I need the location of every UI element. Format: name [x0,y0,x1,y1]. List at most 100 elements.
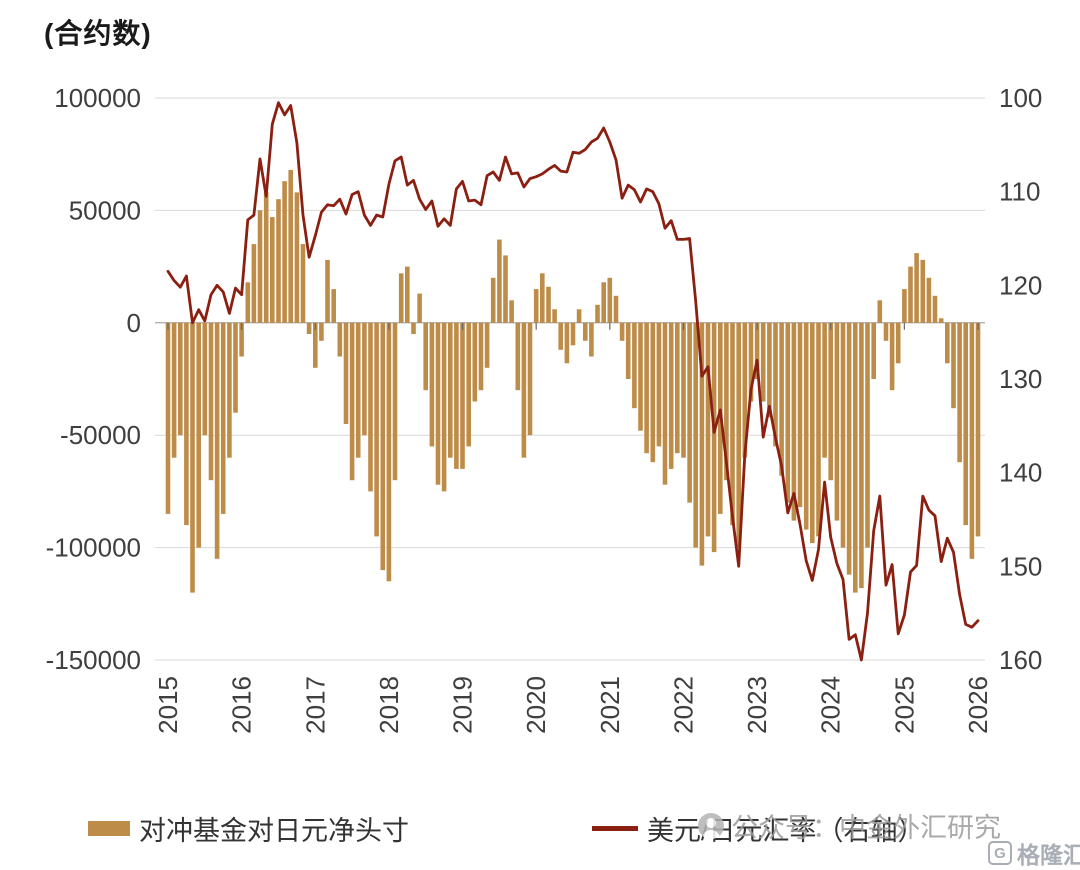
net-position-bar [362,322,367,436]
wechat-account-avatar-icon [698,812,724,839]
net-position-bar [730,322,735,526]
net-position-bar [558,322,563,350]
net-position-bar [490,277,496,323]
right-axis-tick-label: 140 [999,458,1042,488]
net-position-bar [239,322,244,357]
net-position-bar [607,277,613,323]
legend-item-net-position: 对冲基金对日元净头寸 [88,810,409,846]
net-position-bar [687,322,692,503]
net-position-bar [871,322,876,379]
net-position-bar [386,322,392,582]
net-position-bar [368,322,373,492]
net-position-bar [398,273,404,323]
net-position-bar [895,322,901,364]
net-position-bar [785,322,791,503]
net-position-bar [644,322,649,454]
x-axis-tick-label: 2021 [595,676,625,734]
x-axis-tick-label: 2022 [668,676,698,734]
net-position-bar [632,322,637,409]
net-position-bar [405,266,410,323]
gelonghui-g-icon: G [988,841,1012,865]
net-position-bar [711,322,717,553]
net-position-bar [288,169,293,323]
net-position-bar [454,322,459,469]
net-position-bar [448,322,453,458]
net-position-bar [392,322,398,481]
net-position-bar [441,322,447,492]
net-position-bar [797,322,803,508]
net-position-bar [325,259,330,323]
combo-chart: 100000 50000 0 -50000 -100000 -150000 100 110 12… [46,83,1043,734]
net-position-bar [736,322,741,548]
net-position-bar [343,322,349,424]
net-position-bar [337,322,343,357]
net-position-bar [705,322,711,537]
net-position-bar [693,322,698,548]
net-position-bar [583,322,588,341]
x-axis-tick-label: 2025 [889,676,919,734]
gelonghui-logo: G 格隆汇 [988,836,1080,870]
net-position-bar [466,322,471,447]
net-position-bar [859,322,864,589]
net-position-bar [214,322,220,559]
net-position-bar [196,322,201,548]
net-position-bar [270,217,275,323]
net-position-bar [638,322,643,431]
person-icon [706,817,716,828]
net-position-bar [589,322,594,357]
net-position-bar [227,322,232,458]
net-position-bar [294,192,300,323]
net-position-bar [957,322,962,463]
net-position-bar [803,322,809,530]
net-position-bar [349,322,355,481]
net-position-bar [355,322,361,458]
net-position-bar [503,255,508,323]
net-position-bar [613,295,619,323]
net-position-bar [564,322,570,364]
net-position-bar [208,322,214,481]
chart-legend: 对冲基金对日元净头寸 美元/日元汇率（右轴） [0,810,1080,854]
net-position-bar [656,322,662,447]
net-position-bar [165,322,171,514]
x-axis-tick-label: 2026 [963,676,993,734]
x-axis-tick-label: 2015 [153,676,183,734]
net-position-bar [276,199,281,323]
net-position-bar [877,300,883,323]
right-axis-tick-label: 150 [999,551,1042,581]
net-position-bar [920,259,926,323]
net-position-bar [963,322,968,526]
net-position-bar [840,322,846,548]
left-axis-tick-label: 50000 [69,195,141,225]
net-position-bar [380,322,386,571]
bar-series-swatch [88,820,130,836]
net-position-bar [619,322,625,341]
net-position-bar [435,322,441,485]
net-position-bar [662,322,668,485]
left-axis-tick-label: -150000 [46,645,141,675]
net-position-bar [374,322,379,537]
net-position-bar [509,300,514,323]
net-position-bar [742,322,748,458]
net-position-bar [767,322,772,418]
net-position-bar [171,322,177,458]
net-position-bar [945,322,950,364]
right-axis-tick-label: 110 [999,177,1040,207]
x-axis-tick-label: 2019 [448,676,478,734]
left-axis-tick-label: 0 [127,308,141,338]
net-position-bar [951,322,956,409]
net-position-bar [313,322,318,368]
x-axis-tick-label: 2020 [521,676,551,734]
net-position-bar [675,322,680,454]
net-position-bar [779,322,784,476]
x-axis-tick-label: 2018 [374,676,404,734]
right-axis-tick-label: 130 [999,364,1042,394]
x-axis-tick-label: 2017 [300,676,330,734]
net-position-bar [497,239,502,323]
net-position-bar [828,322,833,481]
net-position-bar [233,322,238,413]
chart-title: (合约数) [44,18,152,49]
net-position-bar [724,322,729,481]
net-position-bar [202,322,208,436]
net-position-bar [306,322,312,334]
